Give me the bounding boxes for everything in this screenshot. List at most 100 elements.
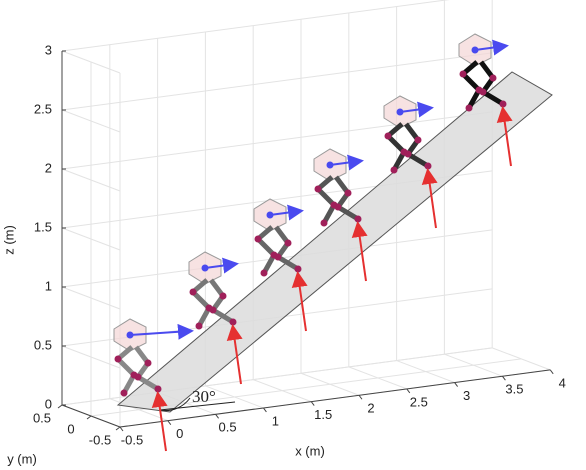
joint [274,253,282,261]
tick [262,407,267,413]
tick [310,401,315,406]
joint [479,88,487,96]
x-tick-label: 1.5 [314,407,332,422]
joint [404,150,412,158]
heading-arrow [269,204,304,221]
leg [315,175,337,225]
grid-line [61,286,121,310]
z-tick-label: 0 [45,396,52,411]
joint [219,292,227,300]
z-tick-label: 1.5 [34,219,52,234]
force-arrow [291,271,308,332]
x-tick-label: 2 [367,401,374,416]
axis-line [119,369,551,428]
grid-line [61,52,493,111]
tick [115,426,121,431]
leg [274,225,300,272]
leg [479,60,505,107]
leg [115,345,137,395]
joint [354,215,362,223]
heading-arrow [399,101,434,118]
heading-arrow [129,323,194,340]
tick [119,426,124,432]
x-tick-label: 1 [272,413,279,428]
com [126,331,134,339]
com [326,161,334,169]
force-arrow [351,221,368,282]
x-tick-label: -0.5 [121,432,143,447]
force-arrow [226,324,243,385]
joint [414,136,422,144]
joint [120,389,128,397]
heading-arrow [204,257,239,274]
tick [167,420,172,425]
joint [134,373,142,381]
grid-line [61,168,121,192]
joint [294,265,302,273]
x-tick-label: 3 [463,388,470,403]
tick [86,415,92,420]
angle-label: 30° [192,387,216,406]
angle-ref [159,401,236,411]
joint [384,132,392,140]
ramp [116,71,553,413]
joint [144,359,152,367]
leg [404,122,430,169]
leg [255,225,277,275]
joint [320,219,328,227]
joint [390,166,398,174]
y-tick-label: -0.5 [89,432,111,447]
force-arrow [496,106,513,167]
z-tick-label: 1 [45,278,52,293]
tick [454,382,459,387]
tick [57,404,63,409]
heading-arrow [474,39,509,56]
joint [229,318,237,326]
tick [501,375,506,381]
com [266,211,274,219]
force-arrow [421,168,438,229]
z-tick-label: 0.5 [34,337,52,352]
leg [190,278,212,328]
x-tick-label: 2.5 [410,394,428,409]
joint [459,70,467,78]
leg [134,345,160,392]
joint [189,288,197,296]
joint [195,322,203,330]
z-tick-label: 2.5 [34,101,52,116]
x-tick-label: 0 [176,426,183,441]
force-arrow [151,391,168,452]
tick [549,369,554,375]
joint [424,162,432,170]
x-tick-label: 4 [559,375,566,390]
leg [460,60,482,110]
x-axis-label: x (m) [295,443,325,458]
joint [254,235,262,243]
joint [465,104,473,112]
y-tick-label: 0.5 [33,410,51,425]
joint [114,355,122,363]
joint [334,203,342,211]
tick [406,388,411,394]
joint [209,306,217,314]
grid-line [61,227,121,251]
grid-line [61,345,121,369]
leg [385,122,407,172]
x-tick-label: 0.5 [219,420,237,435]
x-tick-label: 3.5 [505,382,523,397]
grid-line [61,111,493,170]
grid-line [61,50,121,74]
tick [215,413,220,419]
leg [209,278,235,325]
z-tick-label: 2 [45,160,52,175]
joint [489,74,497,82]
joint [499,100,507,108]
com [201,264,209,272]
com [471,46,479,54]
joint [344,189,352,197]
robots [113,33,513,452]
heading-arrow [329,154,364,171]
joint [154,385,162,393]
grid-line [61,0,450,52]
tick [358,394,363,400]
